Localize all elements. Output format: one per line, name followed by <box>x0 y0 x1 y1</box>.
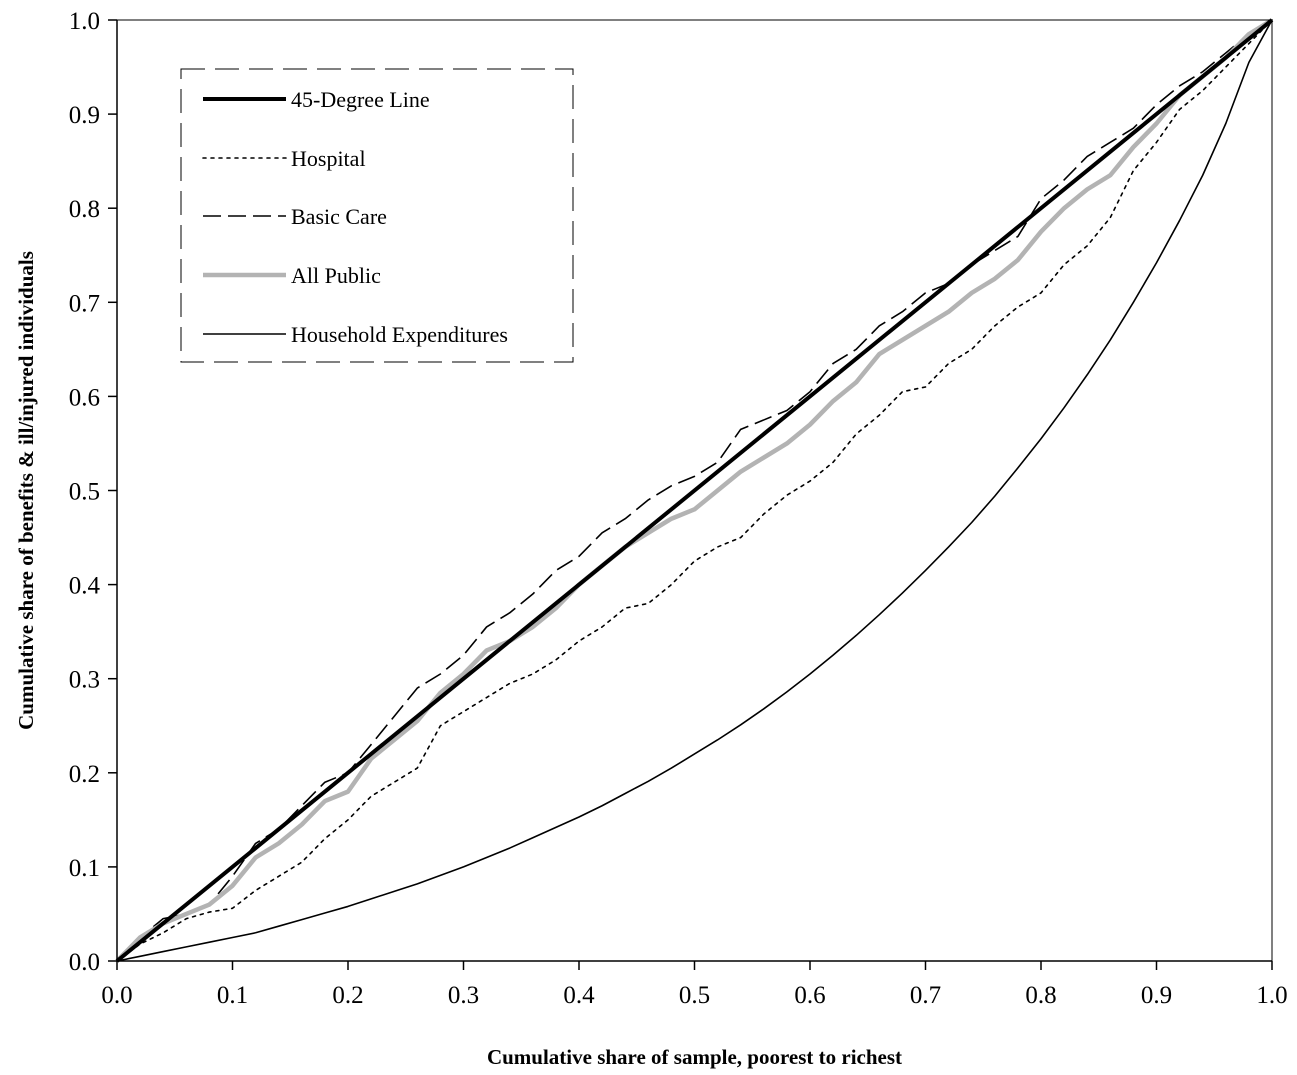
legend: 45-Degree Line Hospital Basic Care All Publ… <box>180 68 574 363</box>
x-tick-label: 0.5 <box>679 982 710 1009</box>
series-line-household-expenditures <box>116 19 1273 962</box>
y-tick-label: 0.4 <box>69 573 101 600</box>
series-layer <box>115 18 1274 963</box>
series-line-basic-care <box>116 19 1273 962</box>
legend-label: Household Expenditures <box>291 322 508 347</box>
y-tick-label: 0.3 <box>69 667 100 694</box>
x-tick-label: 0.0 <box>101 982 132 1009</box>
y-tick-label: 0.0 <box>69 949 100 976</box>
y-tick-label: 0.5 <box>69 479 100 506</box>
x-tick-label: 0.9 <box>1141 982 1172 1009</box>
legend-box <box>180 68 574 363</box>
legend-label: 45-Degree Line <box>291 87 430 112</box>
legend-label: Hospital <box>291 146 366 171</box>
y-tick-label: 1.0 <box>69 8 100 35</box>
legend-label: All Public <box>291 263 381 288</box>
x-ticks: 0.0 0.1 0.2 0.3 0.4 0.5 0.6 0.7 0.8 0.9 1.0 <box>101 961 1288 1009</box>
series-line-all-public <box>115 18 1274 963</box>
x-tick-label: 0.3 <box>448 982 479 1009</box>
y-axis-title: Cumulative share of benefits & ill/injur… <box>14 251 38 730</box>
y-tick-label: 0.6 <box>69 384 100 411</box>
x-tick-label: 0.2 <box>332 982 363 1009</box>
y-tick-label: 0.1 <box>69 855 100 882</box>
series-line-hospital <box>116 19 1273 962</box>
x-tick-label: 0.4 <box>563 982 595 1009</box>
axes: 0.0 0.1 0.2 0.3 0.4 0.5 0.6 0.7 0.8 0.9 1.0 0.0 0.1… <box>69 8 1288 1009</box>
x-axis-title: Cumulative share of sample, poorest to r… <box>487 1045 902 1069</box>
y-tick-label: 0.8 <box>69 196 100 223</box>
y-tick-label: 0.9 <box>69 102 100 129</box>
y-tick-label: 0.7 <box>69 290 100 317</box>
y-ticks: 0.0 0.1 0.2 0.3 0.4 0.5 0.6 0.7 0.8 0.9 1.0 <box>69 8 117 976</box>
x-tick-label: 0.8 <box>1025 982 1056 1009</box>
x-tick-label: 0.1 <box>217 982 248 1009</box>
legend-items: 45-Degree Line Hospital Basic Care All Publ… <box>202 87 508 347</box>
series-line-45-degree-line <box>115 18 1274 963</box>
legend-label: Basic Care <box>291 204 387 229</box>
x-tick-label: 0.7 <box>910 982 941 1009</box>
y-tick-label: 0.2 <box>69 761 100 788</box>
x-tick-label: 1.0 <box>1256 982 1287 1009</box>
x-tick-label: 0.6 <box>794 982 825 1009</box>
